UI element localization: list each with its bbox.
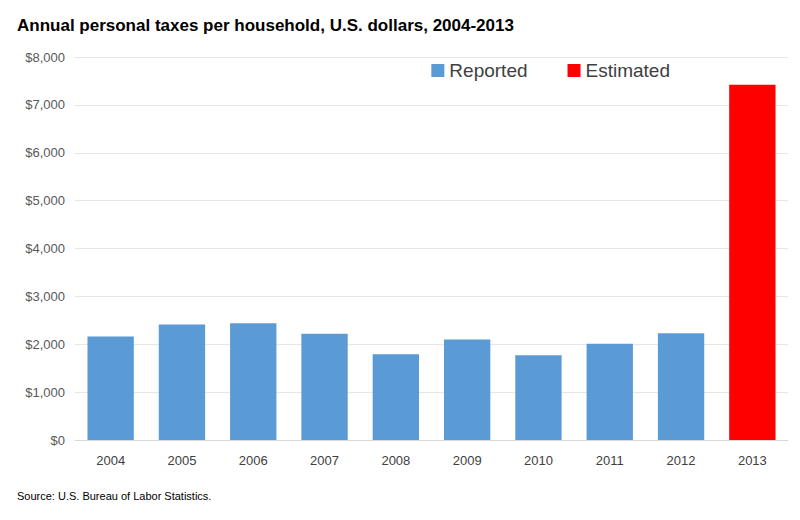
svg-text:2005: 2005 [167,453,196,468]
svg-text:Annual personal taxes per hous: Annual personal taxes per household, U.S… [17,16,514,35]
svg-text:2011: 2011 [596,453,624,468]
svg-text:$2,000: $2,000 [25,337,65,352]
svg-text:2007: 2007 [310,453,339,468]
svg-text:2012: 2012 [667,453,696,468]
svg-text:2013: 2013 [738,453,767,468]
svg-text:2010: 2010 [524,453,553,468]
svg-text:$4,000: $4,000 [25,241,65,256]
svg-text:2008: 2008 [381,453,410,468]
svg-text:2006: 2006 [239,453,268,468]
svg-text:$8,000: $8,000 [25,50,65,65]
svg-text:2004: 2004 [96,453,125,468]
svg-text:2009: 2009 [453,453,482,468]
svg-text:Estimated: Estimated [586,60,670,81]
svg-text:Source: U.S. Bureau of Labor S: Source: U.S. Bureau of Labor Statistics. [17,490,211,502]
svg-text:$6,000: $6,000 [25,145,65,160]
svg-text:$0: $0 [51,433,65,448]
svg-text:Reported: Reported [449,60,527,81]
svg-text:$5,000: $5,000 [25,193,65,208]
svg-text:$3,000: $3,000 [25,289,65,304]
svg-text:$7,000: $7,000 [25,97,65,112]
svg-text:$1,000: $1,000 [25,385,65,400]
